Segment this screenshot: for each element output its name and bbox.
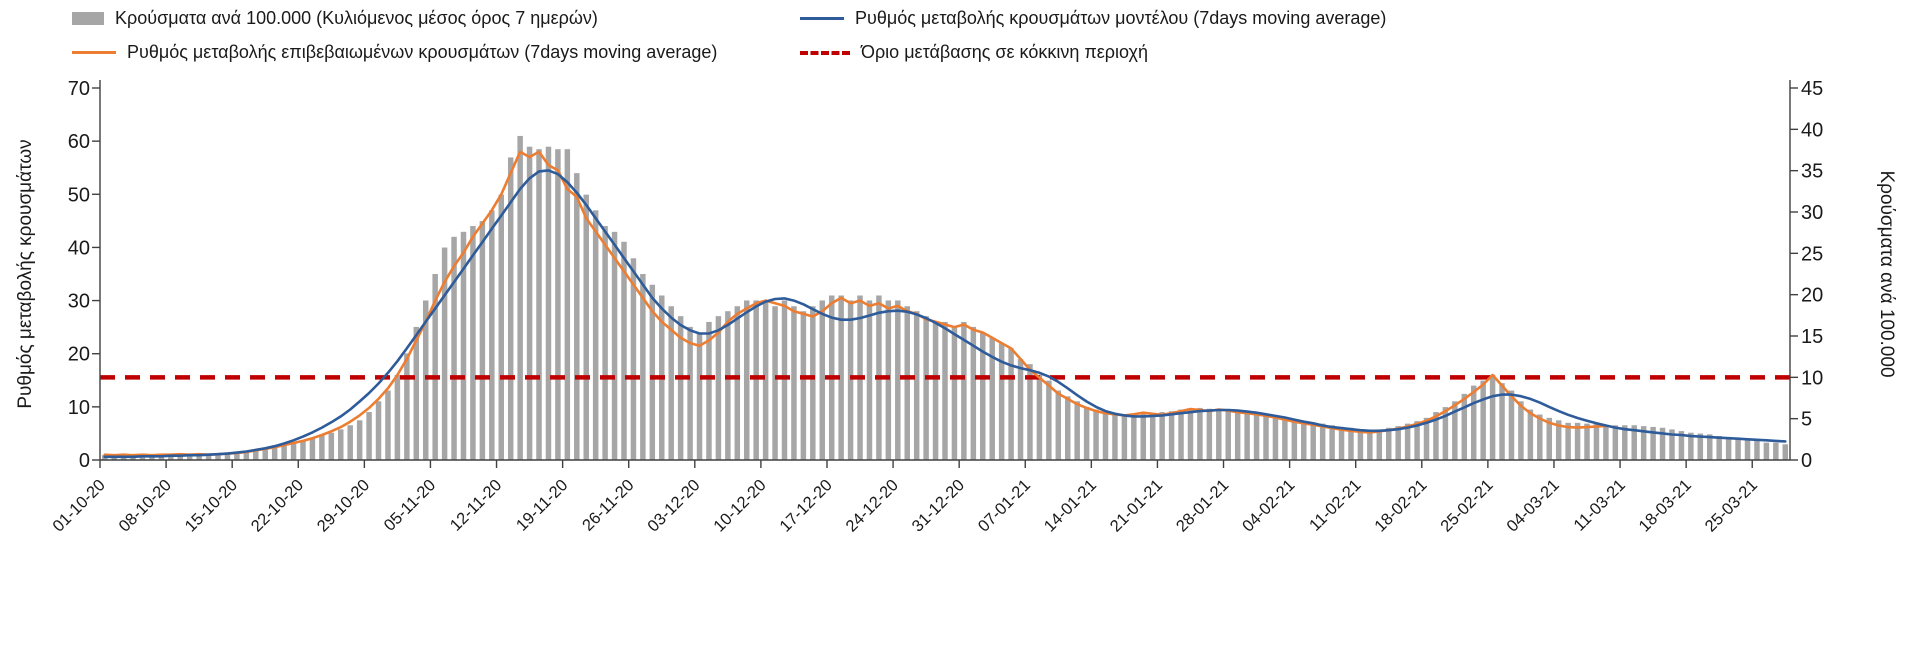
svg-text:15-10-20: 15-10-20 bbox=[182, 476, 241, 535]
svg-text:28-01-21: 28-01-21 bbox=[1173, 476, 1232, 535]
svg-text:35: 35 bbox=[1801, 161, 1823, 183]
svg-text:30: 30 bbox=[1801, 202, 1823, 224]
svg-text:18-02-21: 18-02-21 bbox=[1371, 476, 1430, 535]
svg-text:08-10-20: 08-10-20 bbox=[115, 476, 174, 535]
svg-text:30: 30 bbox=[68, 291, 90, 313]
svg-text:25-03-21: 25-03-21 bbox=[1702, 476, 1761, 535]
svg-text:60: 60 bbox=[68, 131, 90, 153]
svg-text:10: 10 bbox=[68, 397, 90, 419]
svg-text:15: 15 bbox=[1801, 326, 1823, 348]
svg-text:19-11-20: 19-11-20 bbox=[513, 476, 572, 535]
confirmed-line bbox=[103, 150, 1608, 457]
svg-text:04-03-21: 04-03-21 bbox=[1503, 476, 1562, 535]
svg-text:0: 0 bbox=[1801, 450, 1812, 472]
svg-text:17-12-20: 17-12-20 bbox=[776, 476, 835, 535]
confirmed-line-swatch bbox=[72, 51, 116, 54]
svg-text:10-12-20: 10-12-20 bbox=[710, 476, 769, 535]
svg-text:10: 10 bbox=[1801, 367, 1823, 389]
legend-label-model: Ρυθμός μεταβολής κρουσμάτων μοντέλου (7d… bbox=[855, 8, 1387, 28]
svg-text:50: 50 bbox=[68, 184, 90, 206]
svg-text:45: 45 bbox=[1801, 78, 1823, 100]
legend-item-bars: Κρούσματα ανά 100.000 (Κυλιόμενος μέσος … bbox=[72, 8, 598, 29]
svg-text:20: 20 bbox=[1801, 285, 1823, 307]
svg-text:14-01-21: 14-01-21 bbox=[1041, 476, 1100, 535]
svg-text:07-01-21: 07-01-21 bbox=[975, 476, 1034, 535]
svg-text:24-12-20: 24-12-20 bbox=[842, 476, 901, 535]
model-line bbox=[103, 169, 1787, 459]
svg-text:20: 20 bbox=[68, 344, 90, 366]
legend-label-confirmed: Ρυθμός μεταβολής επιβεβαιωμένων κρουσμάτ… bbox=[127, 42, 718, 62]
svg-text:11-02-21: 11-02-21 bbox=[1306, 476, 1365, 535]
legend-item-model: Ρυθμός μεταβολής κρουσμάτων μοντέλου (7d… bbox=[800, 8, 1386, 29]
legend-label-bars: Κρούσματα ανά 100.000 (Κυλιόμενος μέσος … bbox=[115, 8, 598, 28]
legend-item-threshold: Όριο μετάβασης σε κόκκινη περιοχή bbox=[800, 42, 1148, 63]
svg-text:40: 40 bbox=[68, 237, 90, 259]
svg-text:25: 25 bbox=[1801, 243, 1823, 265]
svg-text:40: 40 bbox=[1801, 119, 1823, 141]
svg-text:11-03-21: 11-03-21 bbox=[1570, 476, 1629, 535]
svg-text:21-01-21: 21-01-21 bbox=[1107, 476, 1166, 535]
legend-label-threshold: Όριο μετάβασης σε κόκκινη περιοχή bbox=[861, 42, 1149, 62]
svg-text:26-11-20: 26-11-20 bbox=[579, 476, 638, 535]
bar-series bbox=[101, 135, 1789, 461]
svg-text:0: 0 bbox=[79, 450, 90, 472]
svg-text:12-11-20: 12-11-20 bbox=[447, 476, 506, 535]
svg-text:70: 70 bbox=[68, 78, 90, 100]
svg-text:04-02-21: 04-02-21 bbox=[1239, 476, 1298, 535]
svg-text:22-10-20: 22-10-20 bbox=[248, 476, 307, 535]
bar-series-swatch bbox=[72, 12, 104, 25]
svg-text:25-02-21: 25-02-21 bbox=[1437, 476, 1496, 535]
threshold-dash-swatch bbox=[800, 50, 850, 55]
svg-text:03-12-20: 03-12-20 bbox=[644, 476, 703, 535]
legend-item-confirmed: Ρυθμός μεταβολής επιβεβαιωμένων κρουσμάτ… bbox=[72, 42, 717, 63]
svg-text:05-11-20: 05-11-20 bbox=[381, 476, 440, 535]
svg-text:18-03-21: 18-03-21 bbox=[1635, 476, 1694, 535]
svg-text:29-10-20: 29-10-20 bbox=[314, 476, 373, 535]
svg-text:01-10-20: 01-10-20 bbox=[49, 476, 108, 535]
svg-text:31-12-20: 31-12-20 bbox=[909, 476, 968, 535]
svg-text:5: 5 bbox=[1801, 409, 1812, 431]
model-line-swatch bbox=[800, 17, 844, 20]
